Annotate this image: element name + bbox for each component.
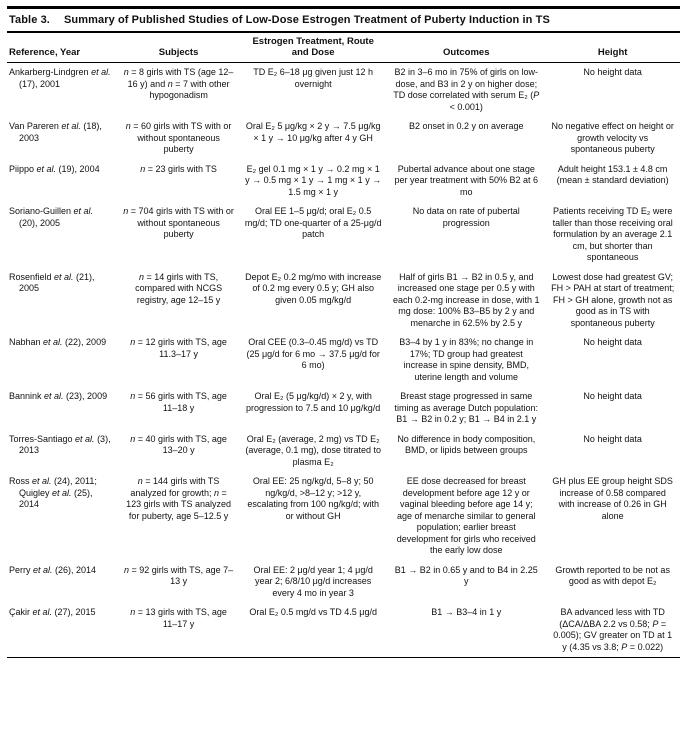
cell-treatment: Oral EE 1–5 μg/d; oral E₂ 0.5 mg/d; TD o…: [244, 206, 382, 239]
cell-outcomes: B3–4 by 1 y in 83%; no change in 17%; TD…: [399, 337, 534, 382]
table-row: Nabhan et al. (22), 2009 n = 12 girls wit…: [7, 333, 680, 387]
cell-height: No height data: [583, 433, 642, 444]
cell-treatment: Depot E₂ 0.2 mg/mo with increase of 0.2 …: [245, 271, 382, 305]
cell-reference: Bannink et al. (23), 2009: [9, 391, 108, 401]
cell-treatment: Oral CEE (0.3–0.45 mg/d) vs TD (25 μg/d …: [246, 337, 380, 370]
cell-height: Patients receiving TD E₂ were taller tha…: [552, 206, 673, 262]
table-row: Perry et al. (26), 2014 n = 92 girls with…: [7, 561, 680, 604]
table-row: Torres-Santiago et al. (3), 2013 n = 40 g…: [7, 430, 680, 473]
col-header-outcomes: Outcomes: [387, 33, 546, 63]
cell-height: No height data: [583, 337, 642, 347]
cell-outcomes: Pubertal advance about one stage per yea…: [394, 163, 539, 197]
cell-reference: Soriano-Guillen et al. (20), 2005: [9, 206, 94, 228]
cell-treatment: Oral E₂ 0.5 mg/d vs TD 4.5 μg/d: [249, 607, 377, 617]
cell-treatment: Oral E₂ (average, 2 mg) vs TD E₂ (averag…: [245, 433, 381, 467]
cell-height: Adult height 153.1 ± 4.8 cm (mean ± stan…: [556, 163, 669, 186]
cell-outcomes: EE dose decreased for breast development…: [396, 476, 536, 555]
cell-subjects: n = 56 girls with TS, age 11–18 y: [130, 391, 227, 413]
cell-reference: Nabhan et al. (22), 2009: [9, 337, 107, 347]
table-row: Rosenfield et al. (21), 2005 n = 14 girls…: [7, 268, 680, 334]
cell-reference: Ross et al. (24), 2011; Quigley et al. (…: [9, 476, 97, 509]
cell-height: BA advanced less with TD (ΔCA/ΔBA 2.2 vs…: [553, 607, 673, 652]
cell-treatment: TD E₂ 6–18 μg given just 12 h overnight: [253, 67, 374, 89]
table-title: Table 3. Summary of Published Studies of …: [7, 6, 680, 33]
cell-subjects: n = 40 girls with TS, age 13–20 y: [130, 433, 227, 456]
table-body: Ankarberg-Lindgren et al. (17), 2001 n = …: [7, 63, 680, 658]
cell-subjects: n = 144 girls with TS analyzed for growt…: [126, 476, 232, 521]
cell-subjects: n = 13 girls with TS, age 11–17 y: [130, 607, 227, 629]
table-row: Bannink et al. (23), 2009 n = 56 girls wi…: [7, 387, 680, 430]
col-header-subjects: Subjects: [118, 33, 240, 63]
cell-subjects: n = 8 girls with TS (age 12–16 y) and n …: [123, 67, 234, 100]
table-caption: Summary of Published Studies of Low-Dose…: [63, 14, 550, 26]
cell-subjects: n = 92 girls with TS, age 7–13 y: [124, 564, 234, 587]
cell-subjects: n = 14 girls with TS, compared with NCGS…: [135, 271, 223, 305]
cell-subjects: n = 23 girls with TS: [140, 163, 217, 174]
table-row: Piippo et al. (19), 2004 n = 23 girls wit…: [7, 160, 680, 203]
cell-subjects: n = 12 girls with TS, age 11.3–17 y: [130, 337, 227, 359]
cell-reference: Rosenfield et al. (21), 2005: [9, 271, 95, 294]
table-row: Van Pareren et al. (18), 2003 n = 60 girl…: [7, 117, 680, 160]
table-row: Çakir et al. (27), 2015 n = 13 girls with…: [7, 603, 680, 658]
cell-treatment: Oral E₂ 5 μg/kg × 2 y → 7.5 μg/kg × 1 y …: [245, 121, 381, 143]
cell-reference: Çakir et al. (27), 2015: [9, 607, 96, 617]
cell-height: No negative effect on height or growth v…: [551, 121, 674, 154]
cell-outcomes: No data on rate of pubertal progression: [412, 206, 520, 228]
cell-reference: Perry et al. (26), 2014: [9, 564, 97, 575]
col-header-estrogen-treatment: Estrogen Treatment, Route and Dose: [239, 33, 388, 63]
cell-outcomes: B1 → B2 in 0.65 y and to B4 in 2.25 y: [394, 564, 538, 587]
cell-height: GH plus EE group height SDS increase of …: [552, 476, 673, 521]
cell-height: No height data: [583, 391, 642, 401]
cell-outcomes: Breast stage progressed in same timing a…: [394, 391, 539, 424]
cell-outcomes: B2 onset in 0.2 y on average: [408, 121, 524, 131]
cell-reference: Ankarberg-Lindgren et al. (17), 2001: [9, 67, 111, 89]
table-row: Ankarberg-Lindgren et al. (17), 2001 n = …: [7, 63, 680, 118]
table-number-label: Table 3.: [9, 14, 50, 26]
cell-outcomes: B1 → B3–4 in 1 y: [431, 607, 502, 617]
col-header-height: Height: [545, 33, 680, 63]
cell-subjects: n = 60 girls with TS with or without spo…: [125, 121, 232, 154]
cell-height: No height data: [583, 67, 642, 77]
cell-reference: Van Pareren et al. (18), 2003: [9, 121, 102, 143]
cell-treatment: Oral E₂ (5 μg/kg/d) × 2 y, with progress…: [246, 391, 381, 413]
cell-treatment: E₂ gel 0.1 mg × 1 y → 0.2 mg × 1 y → 0.5…: [245, 163, 382, 197]
cell-outcomes: B2 in 3–6 mo in 75% of girls on low-dose…: [393, 67, 540, 112]
cell-reference: Torres-Santiago et al. (3), 2013: [9, 433, 111, 456]
cell-height: Lowest dose had greatest GV; FH > PAH at…: [551, 271, 675, 328]
cell-treatment: Oral EE: 2 μg/d year 1; 4 μg/d year 2; 6…: [253, 564, 373, 598]
table-row: Ross et al. (24), 2011; Quigley et al. (…: [7, 472, 680, 561]
header-row: Reference, Year Subjects Estrogen Treatm…: [7, 33, 680, 63]
cell-reference: Piippo et al. (19), 2004: [9, 163, 100, 174]
studies-table: Reference, Year Subjects Estrogen Treatm…: [7, 33, 680, 658]
table-row: Soriano-Guillen et al. (20), 2005 n = 704…: [7, 202, 680, 268]
cell-treatment: Oral EE: 25 ng/kg/d, 5–8 y; 50 ng/kg/d, …: [247, 476, 379, 521]
cell-subjects: n = 704 girls with TS with or without sp…: [123, 206, 234, 239]
cell-height: Growth reported to be not as good as wit…: [555, 564, 670, 587]
cell-outcomes: Half of girls B1 → B2 in 0.5 y, and incr…: [392, 271, 540, 328]
col-header-reference-year: Reference, Year: [7, 33, 119, 63]
cell-outcomes: No difference in body composition, BMD, …: [397, 433, 536, 456]
